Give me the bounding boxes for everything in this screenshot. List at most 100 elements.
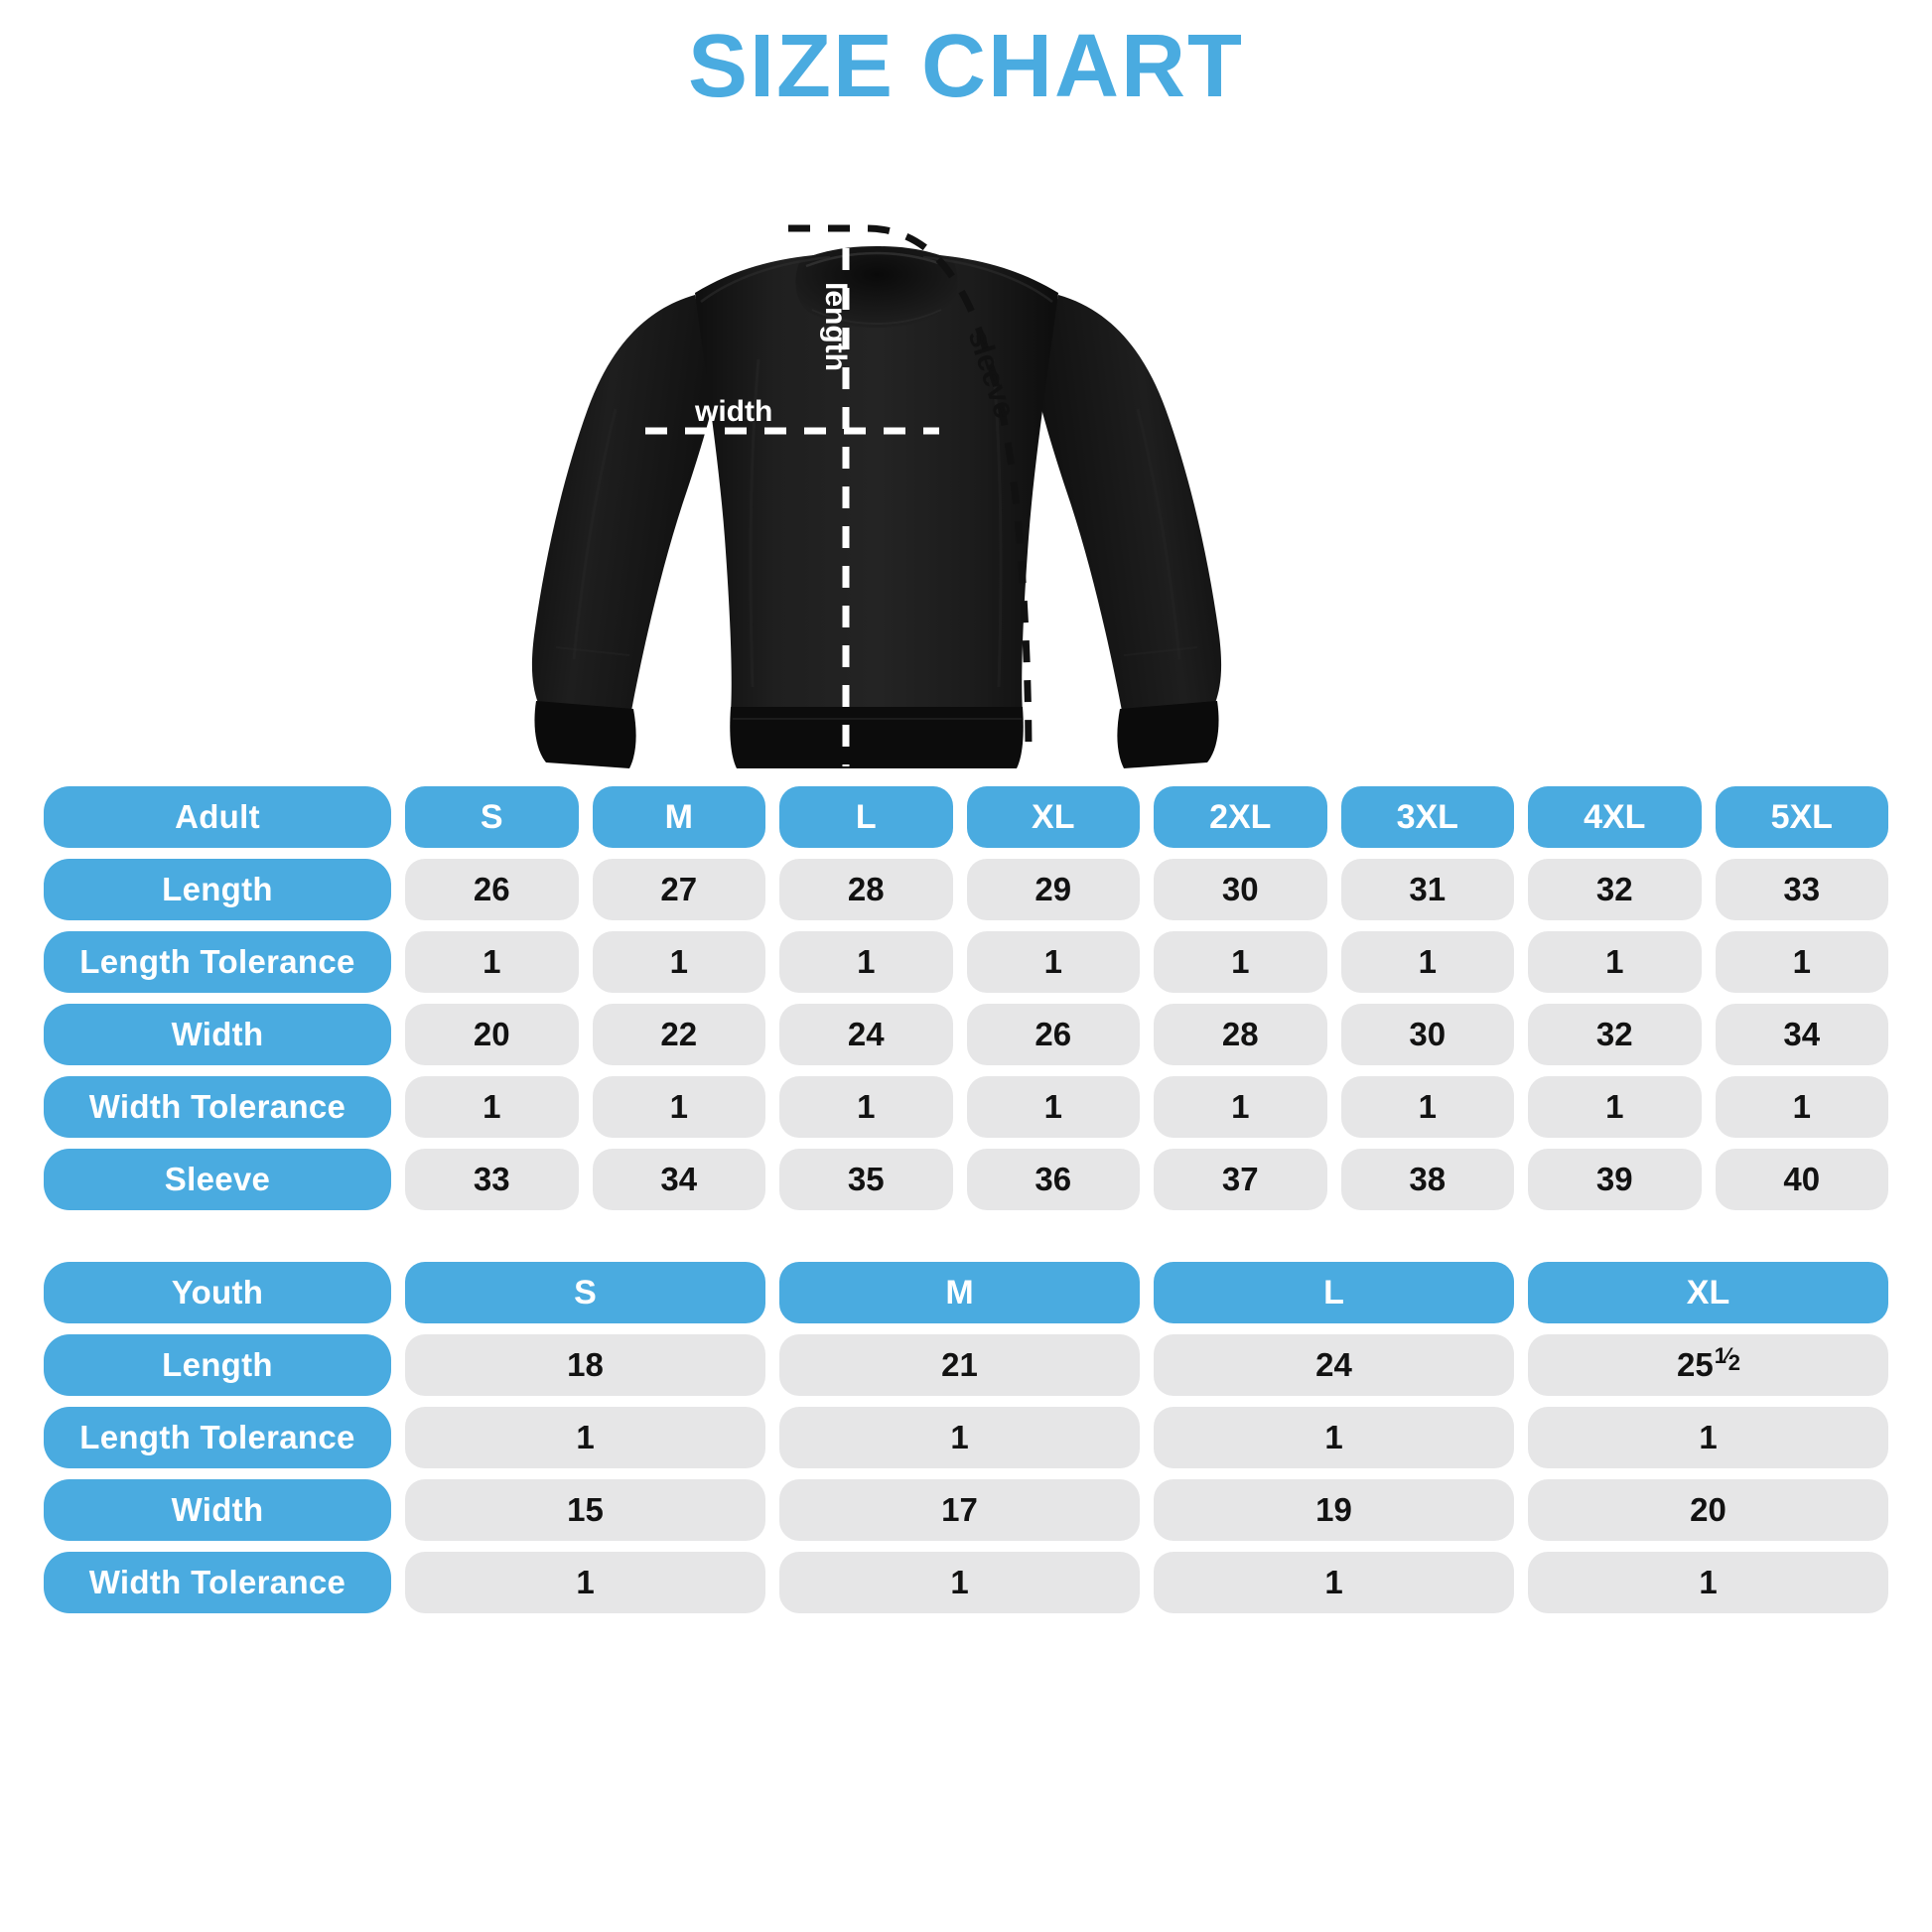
cell: 24 <box>779 1004 953 1065</box>
cell: 1 <box>779 1552 1140 1613</box>
row-label: Width <box>44 1479 391 1541</box>
youth-col-l: L <box>1154 1262 1514 1323</box>
cell: 35 <box>779 1149 953 1210</box>
cell: 26 <box>405 859 579 920</box>
youth-row-length-tolerance: Length Tolerance 1 1 1 1 <box>44 1407 1888 1468</box>
cell: 34 <box>1715 1004 1888 1065</box>
adult-size-table: Adult S M L XL 2XL 3XL 4XL 5XL Length 26… <box>44 786 1888 1210</box>
width-label: width <box>695 395 773 428</box>
row-label: Length <box>44 1334 391 1396</box>
cell: 1 <box>1154 1407 1514 1468</box>
adult-col-m: M <box>592 786 765 848</box>
cell: 1 <box>1528 1407 1888 1468</box>
cell: 34 <box>592 1149 765 1210</box>
garment-illustration: width length sleeve <box>0 111 1932 786</box>
cell: 18 <box>405 1334 765 1396</box>
cell: 26 <box>966 1004 1140 1065</box>
cell: 40 <box>1715 1149 1888 1210</box>
sweatshirt-diagram <box>531 224 1222 768</box>
cell: 1 <box>1528 1552 1888 1613</box>
sleeve-guide-line <box>788 224 1033 756</box>
youth-row-width: Width 15 17 19 20 <box>44 1479 1888 1541</box>
youth-header-row: Youth S M L XL <box>44 1262 1888 1323</box>
row-label: Sleeve <box>44 1149 391 1210</box>
cell: 1 <box>1154 1076 1327 1138</box>
row-label: Length Tolerance <box>44 931 391 993</box>
adult-col-s: S <box>405 786 579 848</box>
adult-header-row: Adult S M L XL 2XL 3XL 4XL 5XL <box>44 786 1888 848</box>
cell: 21 <box>779 1334 1140 1396</box>
youth-row-width-tolerance: Width Tolerance 1 1 1 1 <box>44 1552 1888 1613</box>
cell: 29 <box>966 859 1140 920</box>
cell: 1 <box>779 1076 953 1138</box>
cell: 30 <box>1154 859 1327 920</box>
adult-col-3xl: 3XL <box>1340 786 1514 848</box>
youth-row-length: Length 18 21 24 25 1⁄2 <box>44 1334 1888 1396</box>
cell: 1 <box>1528 1076 1702 1138</box>
cell: 1 <box>405 1407 765 1468</box>
adult-col-l: L <box>779 786 953 848</box>
youth-col-m: M <box>779 1262 1140 1323</box>
adult-row-length: Length 26 27 28 29 30 31 32 33 <box>44 859 1888 920</box>
adult-col-4xl: 4XL <box>1528 786 1702 848</box>
cell: 19 <box>1154 1479 1514 1541</box>
cell: 32 <box>1528 1004 1702 1065</box>
cell: 1 <box>592 931 765 993</box>
adult-col-xl: XL <box>966 786 1140 848</box>
youth-column-headers: S M L XL <box>405 1262 1888 1323</box>
cell: 20 <box>1528 1479 1888 1541</box>
cell: 24 <box>1154 1334 1514 1396</box>
row-label: Length Tolerance <box>44 1407 391 1468</box>
row-label: Length <box>44 859 391 920</box>
cell: 1 <box>966 931 1140 993</box>
cell: 31 <box>1340 859 1514 920</box>
adult-col-5xl: 5XL <box>1715 786 1888 848</box>
cell: 1 <box>592 1076 765 1138</box>
page-title: SIZE CHART <box>688 17 1244 116</box>
fraction-one-half: 1⁄2 <box>1714 1343 1740 1375</box>
cell: 22 <box>592 1004 765 1065</box>
cell: 1 <box>1528 931 1702 993</box>
adult-row-sleeve: Sleeve 33 34 35 36 37 38 39 40 <box>44 1149 1888 1210</box>
cell: 39 <box>1528 1149 1702 1210</box>
size-tables: Adult S M L XL 2XL 3XL 4XL 5XL Length 26… <box>0 786 1932 1613</box>
cell: 36 <box>966 1149 1140 1210</box>
cell: 1 <box>405 931 579 993</box>
cell: 1 <box>1154 1552 1514 1613</box>
cell: 1 <box>1340 931 1514 993</box>
adult-col-2xl: 2XL <box>1154 786 1327 848</box>
youth-header-label: Youth <box>44 1262 391 1323</box>
adult-row-width: Width 20 22 24 26 28 30 32 34 <box>44 1004 1888 1065</box>
cell: 32 <box>1528 859 1702 920</box>
cell: 33 <box>405 1149 579 1210</box>
adult-row-width-tolerance: Width Tolerance 1 1 1 1 1 1 1 1 <box>44 1076 1888 1138</box>
cell: 27 <box>592 859 765 920</box>
cell: 1 <box>1715 1076 1888 1138</box>
cell: 1 <box>779 931 953 993</box>
cell: 1 <box>1154 931 1327 993</box>
cell: 17 <box>779 1479 1140 1541</box>
cell: 1 <box>405 1552 765 1613</box>
cell: 37 <box>1154 1149 1327 1210</box>
youth-size-table: Youth S M L XL Length 18 21 24 25 1⁄2 Len… <box>44 1262 1888 1613</box>
adult-header-label: Adult <box>44 786 391 848</box>
cell: 28 <box>1154 1004 1327 1065</box>
table-separator <box>44 1210 1888 1262</box>
cell: 30 <box>1340 1004 1514 1065</box>
row-label: Width Tolerance <box>44 1076 391 1138</box>
cell: 1 <box>1715 931 1888 993</box>
cell: 15 <box>405 1479 765 1541</box>
cell: 28 <box>779 859 953 920</box>
cell: 20 <box>405 1004 579 1065</box>
youth-col-s: S <box>405 1262 765 1323</box>
length-label: length <box>819 282 852 371</box>
adult-column-headers: S M L XL 2XL 3XL 4XL 5XL <box>405 786 1888 848</box>
adult-row-length-tolerance: Length Tolerance 1 1 1 1 1 1 1 1 <box>44 931 1888 993</box>
youth-col-xl: XL <box>1528 1262 1888 1323</box>
cell: 1 <box>966 1076 1140 1138</box>
cell: 1 <box>405 1076 579 1138</box>
cell: 1 <box>1340 1076 1514 1138</box>
row-label: Width <box>44 1004 391 1065</box>
row-label: Width Tolerance <box>44 1552 391 1613</box>
cell: 38 <box>1340 1149 1514 1210</box>
